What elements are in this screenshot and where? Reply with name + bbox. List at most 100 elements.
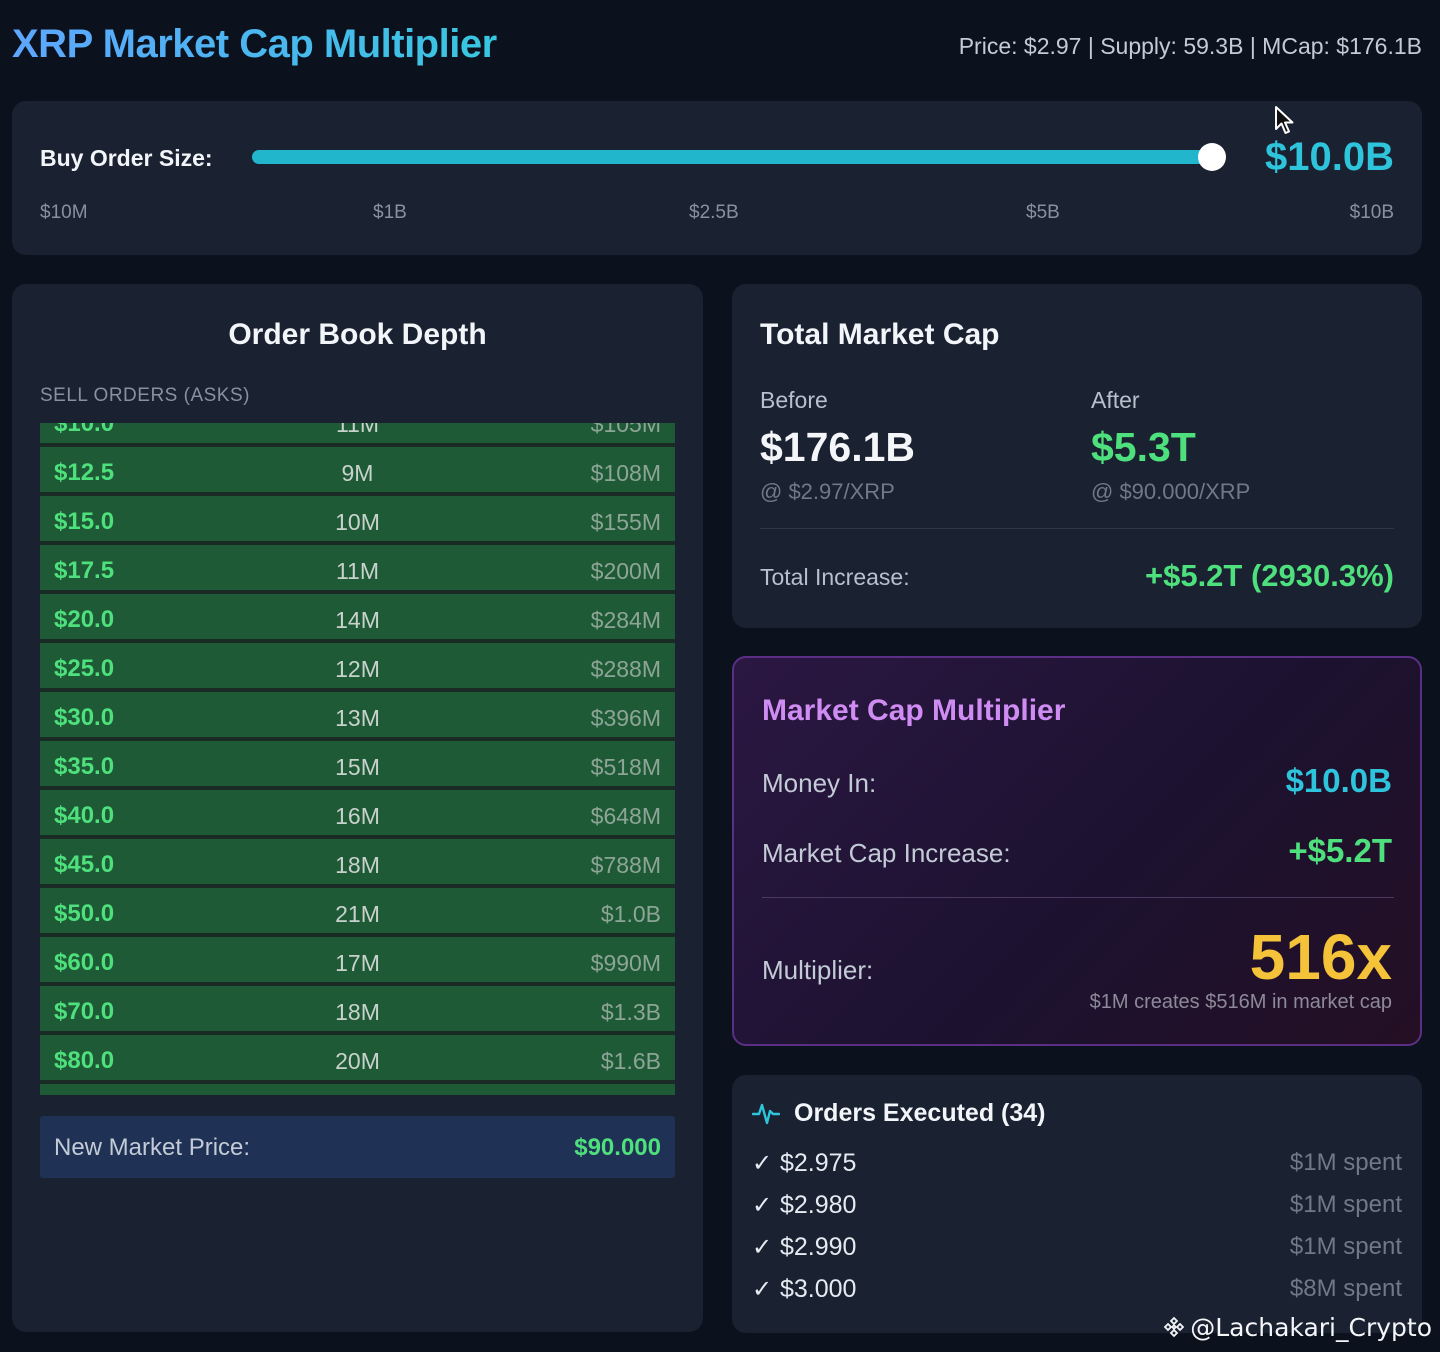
ask-row: $45.0 18M $788M bbox=[40, 839, 675, 888]
total-market-cap-card: Total Market Cap Before $176.1B @ $2.97/… bbox=[732, 284, 1422, 628]
ask-size: 11M bbox=[335, 558, 380, 584]
ask-size: 9M bbox=[341, 460, 374, 486]
ask-price: $45.0 bbox=[54, 851, 115, 878]
market-cap-increase-label: Market Cap Increase: bbox=[762, 838, 1011, 868]
ask-row: $70.0 18M $1.3B bbox=[40, 986, 675, 1035]
ask-price: $30.0 bbox=[54, 704, 115, 731]
ask-total: $648M bbox=[590, 803, 661, 829]
market-cap-multiplier-card: Market Cap Multiplier Money In: $10.0B M… bbox=[732, 656, 1422, 1046]
total-market-cap-title: Total Market Cap bbox=[760, 318, 1000, 351]
ask-price: $12.5 bbox=[54, 459, 115, 486]
ask-size: 18M bbox=[335, 999, 380, 1025]
ask-size: 20M bbox=[335, 1048, 380, 1074]
ask-price: $25.0 bbox=[54, 655, 115, 682]
slider-thumb[interactable] bbox=[1198, 143, 1226, 171]
before-label: Before bbox=[760, 387, 828, 413]
ask-total: $396M bbox=[590, 705, 661, 731]
multiplier-value: 516x bbox=[1249, 921, 1392, 993]
buy-order-size-card: Buy Order Size: $10.0B $10M $1B $2.5B $5… bbox=[12, 101, 1422, 255]
ask-price: $40.0 bbox=[54, 802, 115, 829]
ask-row: $10.0 11M $105M bbox=[40, 423, 675, 447]
buy-order-size-label: Buy Order Size: bbox=[40, 145, 213, 171]
slider-tick-label: $1B bbox=[373, 202, 407, 223]
ask-row: $80.0 20M $1.6B bbox=[40, 1035, 675, 1084]
ask-total: $1.3B bbox=[600, 999, 661, 1025]
executed-order-spent: $1M spent bbox=[1289, 1191, 1402, 1218]
ask-row: $15.0 10M $155M bbox=[40, 496, 675, 545]
ask-row: $50.0 21M $1.0B bbox=[40, 888, 675, 937]
ask-price: $17.5 bbox=[54, 557, 115, 584]
binance-logo-icon bbox=[1163, 1316, 1185, 1338]
divider bbox=[760, 528, 1394, 529]
ask-price: $70.0 bbox=[54, 998, 115, 1025]
ask-size: 15M bbox=[335, 754, 380, 780]
ask-size: 13M bbox=[335, 705, 380, 731]
check-icon: ✓ bbox=[752, 1150, 773, 1177]
executed-order-spent: $8M spent bbox=[1289, 1275, 1402, 1302]
order-book-card: Order Book Depth SELL ORDERS (ASKS) $10.… bbox=[12, 284, 703, 1332]
ask-total: $288M bbox=[590, 656, 661, 682]
ask-row: $17.5 11M $200M bbox=[40, 545, 675, 594]
total-increase-value: +$5.2T (2930.3%) bbox=[1144, 558, 1394, 593]
orders-executed-title: Orders Executed (34) bbox=[794, 1099, 1046, 1127]
market-cap-increase-value: +$5.2T bbox=[1288, 832, 1392, 869]
check-icon: ✓ bbox=[752, 1234, 773, 1261]
executed-order-row: ✓ $3.000 $8M spent bbox=[752, 1275, 1402, 1311]
ask-row: $12.5 9M $108M bbox=[40, 447, 675, 496]
slider-fill bbox=[252, 150, 1212, 164]
ask-total: $105M bbox=[590, 423, 661, 437]
ask-row: $30.0 13M $396M bbox=[40, 692, 675, 741]
ask-price: $15.0 bbox=[54, 508, 115, 535]
ask-price: $10.0 bbox=[54, 423, 115, 437]
after-value: $5.3T bbox=[1091, 424, 1196, 470]
executed-order-price: $2.990 bbox=[780, 1233, 857, 1261]
divider bbox=[762, 897, 1394, 898]
executed-order-price: $2.975 bbox=[780, 1149, 857, 1177]
depth-bar bbox=[40, 1084, 465, 1095]
executed-order-row: ✓ $2.980 $1M spent bbox=[752, 1191, 1402, 1227]
money-in-label: Money In: bbox=[762, 768, 877, 798]
ask-size: 21M bbox=[335, 901, 380, 927]
new-market-price-label: New Market Price: bbox=[54, 1134, 251, 1161]
money-in-value: $10.0B bbox=[1285, 762, 1392, 799]
after-price: @ $90.000/XRP bbox=[1091, 479, 1251, 504]
ask-size: 12M bbox=[335, 656, 380, 682]
before-price: @ $2.97/XRP bbox=[760, 479, 895, 504]
executed-order-spent: $1M spent bbox=[1289, 1149, 1402, 1176]
total-increase-label: Total Increase: bbox=[760, 564, 910, 590]
activity-pulse-icon bbox=[752, 1103, 780, 1125]
multiplier-label: Multiplier: bbox=[762, 955, 874, 985]
ask-total: $284M bbox=[590, 607, 661, 633]
ask-size: 18M bbox=[335, 852, 380, 878]
ask-total: $1.6B bbox=[600, 1048, 661, 1074]
slider-tick-label: $10B bbox=[1349, 202, 1394, 223]
sell-orders-list[interactable]: $10.0 11M $105M $12.5 9M $108M $15.0 10M $155M $1… bbox=[40, 423, 675, 1095]
app-title: XRP Market Cap Multiplier bbox=[12, 22, 497, 66]
watermark-text: @Lachakari_Crypto bbox=[1190, 1313, 1432, 1342]
buy-order-size-slider[interactable] bbox=[252, 143, 1226, 171]
buy-order-size-value: $10.0B bbox=[1265, 135, 1394, 179]
executed-order-row: ✓ $2.975 $1M spent bbox=[752, 1149, 1402, 1185]
slider-tick-label: $10M bbox=[40, 202, 88, 223]
watermark: @Lachakari_Crypto bbox=[1162, 1313, 1432, 1342]
slider-tick-label: $2.5B bbox=[689, 202, 739, 223]
before-value: $176.1B bbox=[760, 424, 916, 470]
ask-size: 17M bbox=[335, 950, 380, 976]
ask-total: $788M bbox=[590, 852, 661, 878]
check-icon: ✓ bbox=[752, 1192, 773, 1219]
ask-price: $50.0 bbox=[54, 900, 115, 927]
header: XRP Market Cap Multiplier Price: $2.97 |… bbox=[0, 0, 1440, 92]
ask-size: 16M bbox=[335, 803, 380, 829]
ask-row: $20.0 14M $284M bbox=[40, 594, 675, 643]
cursor-icon bbox=[1275, 106, 1294, 134]
market-stats: Price: $2.97 | Supply: 59.3B | MCap: $17… bbox=[958, 33, 1422, 59]
ask-size: 10M bbox=[335, 509, 380, 535]
new-market-price-value: $90.000 bbox=[574, 1134, 661, 1161]
ask-price: $35.0 bbox=[54, 753, 115, 780]
new-market-price-box: New Market Price: $90.000 bbox=[40, 1116, 675, 1178]
ask-total: $1.0B bbox=[600, 901, 661, 927]
ask-row: $35.0 15M $518M bbox=[40, 741, 675, 790]
sell-orders-rows: $10.0 11M $105M $12.5 9M $108M $15.0 10M $155M $1… bbox=[40, 423, 675, 1084]
ask-row: $60.0 17M $990M bbox=[40, 937, 675, 986]
ask-total: $518M bbox=[590, 754, 661, 780]
